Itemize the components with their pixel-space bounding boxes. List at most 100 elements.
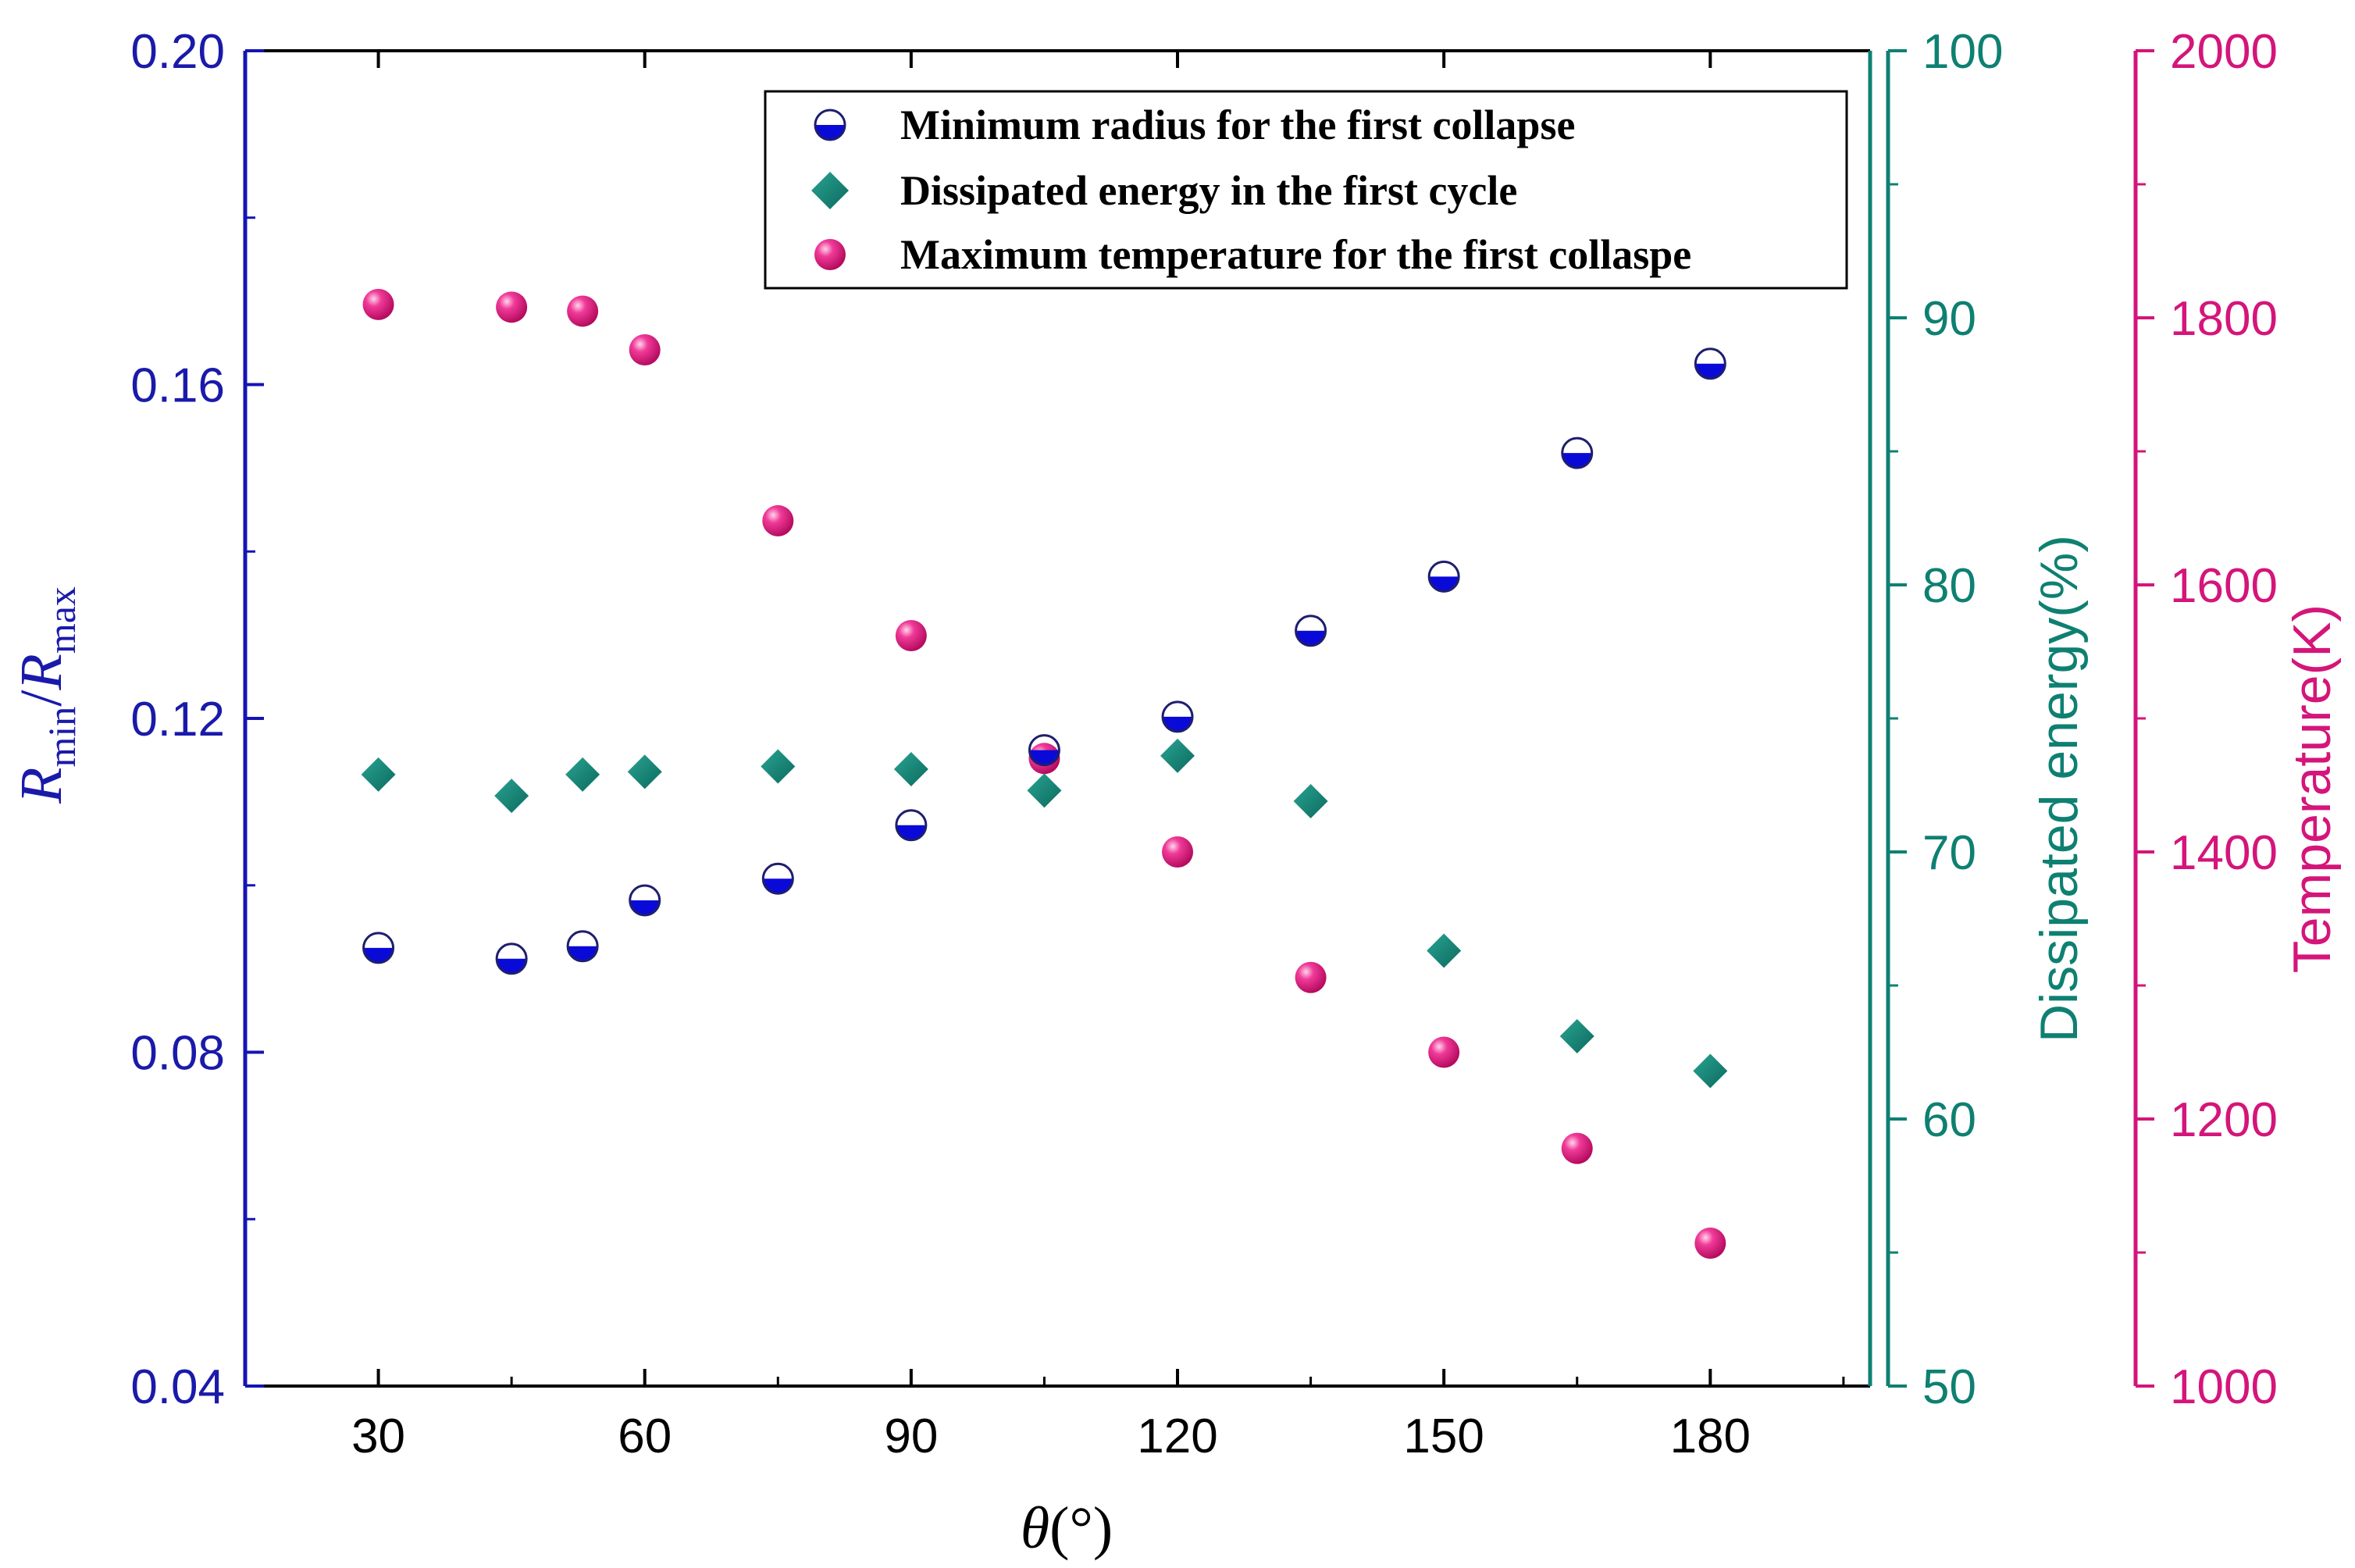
x-axis-title: θ(°) xyxy=(1021,1495,1113,1561)
middle-tick-label: 90 xyxy=(1922,292,1976,346)
energy-point xyxy=(494,779,529,814)
temperature-point xyxy=(1162,836,1194,868)
half-circle-fill xyxy=(1429,576,1459,592)
temperature-axis: 1000 1200 1400 1600 1800 2000 xyxy=(2133,25,2278,1414)
left-tick-label: 0.08 xyxy=(130,1027,225,1081)
legend-label-temperature: Maximum temperature for the first collas… xyxy=(900,231,1691,278)
left-title-sub2: max xyxy=(40,586,84,654)
temperature-point xyxy=(567,295,599,327)
radius-point xyxy=(495,943,528,975)
half-circle-outline xyxy=(1295,615,1327,647)
half-circle-outline xyxy=(1561,437,1594,469)
temperature-point xyxy=(1428,1036,1460,1068)
temperature-point xyxy=(895,619,927,651)
legend-box xyxy=(764,90,1848,290)
legend-marker-half-circle xyxy=(814,109,846,141)
x-tick-label: 30 xyxy=(351,1409,405,1463)
svg-text:Rmin/Rmax: Rmin/Rmax xyxy=(9,586,84,804)
energy-point xyxy=(361,757,396,792)
temperature-point xyxy=(1694,1228,1726,1260)
left-title-r1: R xyxy=(9,768,74,804)
temperature-point xyxy=(496,291,528,323)
radius-point xyxy=(1561,437,1594,469)
middle-tick-label: 80 xyxy=(1922,559,1976,613)
right-tick-label: 1000 xyxy=(2170,1360,2278,1414)
right-axis-title: Temperature(K) xyxy=(2282,604,2342,973)
legend-half-circle xyxy=(814,109,846,141)
half-circle-outline xyxy=(1694,347,1726,380)
energy-point xyxy=(1693,1053,1728,1089)
x-tick-label: 180 xyxy=(1670,1409,1751,1463)
radius-point xyxy=(1028,734,1060,767)
left-tick-label: 0.12 xyxy=(130,693,225,747)
half-circle-fill xyxy=(1562,453,1592,469)
x-tick-label: 150 xyxy=(1403,1409,1484,1463)
legend-diamond xyxy=(811,172,849,209)
radius-point xyxy=(1427,560,1460,593)
half-circle-fill xyxy=(763,878,793,894)
left-y-axis: 0.04 0.08 0.12 0.16 0.20 xyxy=(130,25,264,1414)
left-title-sub1: min xyxy=(40,707,84,768)
x-tick-label: 60 xyxy=(618,1409,672,1463)
plot-frame xyxy=(245,49,1870,1388)
half-circle-outline xyxy=(1427,560,1460,593)
legend-marker-diamond xyxy=(811,172,849,209)
half-circle-outline xyxy=(1028,734,1060,767)
x-axis-title-symbol: θ xyxy=(1021,1495,1049,1561)
half-circle-outline xyxy=(895,809,928,842)
half-circle-fill xyxy=(568,946,598,961)
dissipated-energy-axis: 50 60 70 80 90 100 xyxy=(1868,25,2003,1414)
energy-point xyxy=(1027,773,1062,808)
radius-point xyxy=(1295,615,1327,647)
middle-axis-title: Dissipated energy(%) xyxy=(2029,535,2089,1042)
half-circle-fill xyxy=(896,825,926,840)
x-axis: 30 60 90 120 150 180 xyxy=(351,51,1845,1463)
x-axis-title-unit: (°) xyxy=(1049,1495,1113,1561)
legend-label-radius: Minimum radius for the first collapse xyxy=(900,102,1575,148)
legend-marker-circle xyxy=(814,239,846,270)
temperature-point xyxy=(1561,1132,1593,1164)
half-circle-fill xyxy=(1695,363,1726,379)
left-axis-title: Rmin/Rmax xyxy=(9,586,84,804)
half-circle-fill xyxy=(629,900,660,915)
legend-item-energy: Dissipated energy in the first cycle xyxy=(811,167,1517,214)
radius-point xyxy=(895,809,928,842)
series-layer xyxy=(361,288,1728,1260)
temperature-point xyxy=(1295,961,1327,993)
energy-point xyxy=(893,751,928,786)
half-circle-outline xyxy=(1161,700,1194,733)
x-tick-label: 120 xyxy=(1137,1409,1217,1463)
half-circle-fill xyxy=(1029,750,1060,765)
half-circle-outline xyxy=(495,943,528,975)
middle-tick-label: 70 xyxy=(1922,826,1976,880)
left-title-slash: / xyxy=(9,690,74,707)
left-tick-label: 0.04 xyxy=(130,1360,225,1414)
radius-point xyxy=(629,884,661,917)
half-circle-outline xyxy=(629,884,661,917)
temperature-point xyxy=(629,334,661,366)
half-circle-fill xyxy=(815,125,845,140)
radius-point xyxy=(761,862,794,895)
half-circle-outline xyxy=(362,932,395,964)
left-tick-label: 0.16 xyxy=(130,359,225,413)
middle-tick-label: 50 xyxy=(1922,1360,1976,1414)
energy-point xyxy=(627,754,662,789)
half-circle-fill xyxy=(363,947,394,963)
half-circle-fill xyxy=(497,958,527,974)
right-tick-label: 1200 xyxy=(2170,1093,2278,1147)
radius-point xyxy=(566,930,599,963)
radius-point xyxy=(1694,347,1726,380)
energy-point xyxy=(1559,1018,1594,1053)
half-circle-outline xyxy=(761,862,794,895)
temperature-point xyxy=(362,288,394,320)
middle-tick-label: 60 xyxy=(1922,1093,1976,1147)
half-circle-fill xyxy=(1295,630,1326,646)
right-tick-label: 1800 xyxy=(2170,292,2278,346)
energy-point xyxy=(1427,933,1462,968)
radius-point xyxy=(1161,700,1194,733)
radius-point xyxy=(362,932,395,964)
legend-item-radius: Minimum radius for the first collapse xyxy=(814,102,1575,148)
middle-tick-label: 100 xyxy=(1922,25,2003,79)
middle-axis-title-text: Dissipated energy(%) xyxy=(2029,535,2089,1042)
